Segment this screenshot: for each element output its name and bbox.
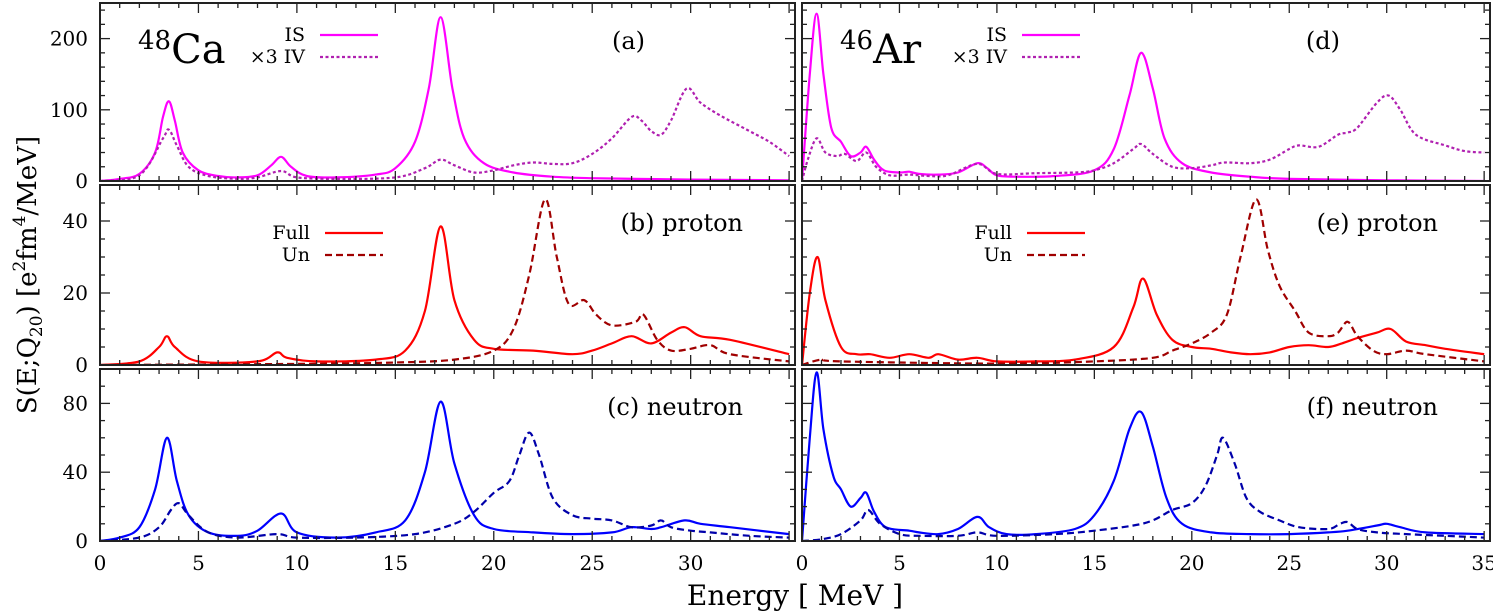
element-symbol: Ar: [872, 27, 922, 73]
y-tick-label: 0: [75, 169, 88, 193]
panel-f-neutron: 0 5 10 15 20 25 30 35 (f) neutron: [796, 368, 1493, 575]
panel-label: (f) neutron: [1307, 393, 1438, 421]
x-tick-label: 35: [1471, 551, 1493, 575]
legend-label: ×3 IV: [250, 46, 306, 68]
x-tick-label: 15: [1082, 551, 1107, 575]
panel-label: (d): [1306, 27, 1340, 55]
x-tick-label: 10: [984, 551, 1009, 575]
y-tick-label: 80: [63, 391, 88, 415]
legend-label: Un: [282, 244, 310, 266]
x-tick-label: 0: [94, 551, 107, 575]
series-line-full: [100, 225, 790, 365]
y-tick-label: 0: [75, 529, 88, 553]
x-tick-label: 30: [1374, 551, 1399, 575]
x-tick-label: 30: [678, 551, 703, 575]
series-line-iv: [802, 94, 1485, 181]
y-tick-label: 20: [63, 281, 88, 305]
y-label-mid: ) [e: [13, 272, 43, 316]
y-label-post: /MeV]: [13, 136, 43, 216]
series-line-un: [802, 436, 1485, 541]
y-label-pre: S(E;Q: [13, 337, 43, 414]
x-tick-label: 10: [284, 551, 309, 575]
x-tick-label: 20: [1179, 551, 1204, 575]
legend-label: IS: [986, 24, 1007, 46]
legend-label: IS: [284, 24, 305, 46]
panel-label: (c) neutron: [607, 393, 743, 421]
x-tick-label: 25: [1277, 551, 1302, 575]
panel-c-neutron: 0 40 80 0 5 10 15 20 25 30 (c) neutron: [63, 368, 796, 575]
panel-a: 0 100 200 (a) 48Ca IS×3 IV: [50, 2, 796, 193]
series-line-iv: [100, 86, 790, 181]
panel-label: (e) proton: [1317, 209, 1438, 237]
element-symbol: Ca: [171, 27, 225, 73]
y-tick-label: 40: [63, 209, 88, 233]
series-line-un: [100, 198, 790, 365]
y-axis-label: S(E;Q20) [e2fm4/MeV]: [10, 136, 47, 414]
plot-frame: [801, 2, 1491, 182]
legend-label: ×3 IV: [952, 46, 1008, 68]
series-line-un: [802, 198, 1485, 365]
y-tick-label: 100: [50, 98, 88, 122]
panel-d: (d) 46Ar IS×3 IV: [801, 2, 1491, 182]
series-line-full: [802, 255, 1485, 365]
series-line-un: [100, 431, 790, 541]
legend-label: Full: [974, 222, 1012, 244]
x-tick-label: 5: [192, 551, 205, 575]
x-tick-label: 5: [893, 551, 906, 575]
y-tick-label: 40: [63, 460, 88, 484]
series-line-is: [802, 12, 1485, 181]
panel-label: (a): [612, 27, 645, 55]
y-tick-label: 200: [50, 27, 88, 51]
x-tick-label: 0: [796, 551, 809, 575]
mass-number: 46: [840, 26, 873, 56]
y-label-sup2: 4: [10, 216, 30, 227]
nucleus-label: 48Ca: [138, 26, 226, 73]
y-label-mid2: fm: [13, 226, 43, 260]
x-tick-label: 15: [383, 551, 408, 575]
nucleus-label: 46Ar: [840, 26, 922, 73]
series-line-full: [802, 371, 1485, 541]
x-tick-label: 25: [579, 551, 604, 575]
y-tick-label: 0: [75, 353, 88, 377]
y-label-sup1: 2: [10, 261, 30, 272]
mass-number: 48: [138, 26, 171, 56]
plot-frame: [99, 2, 796, 182]
x-axis-label: Energy [ MeV ]: [687, 579, 903, 612]
legend-label: Full: [272, 222, 310, 244]
y-label-sub: 20: [27, 315, 47, 337]
series-line-full: [100, 400, 790, 541]
legend-label: Un: [984, 244, 1012, 266]
panel-label: (b) proton: [620, 209, 743, 237]
x-tick-label: 20: [481, 551, 506, 575]
